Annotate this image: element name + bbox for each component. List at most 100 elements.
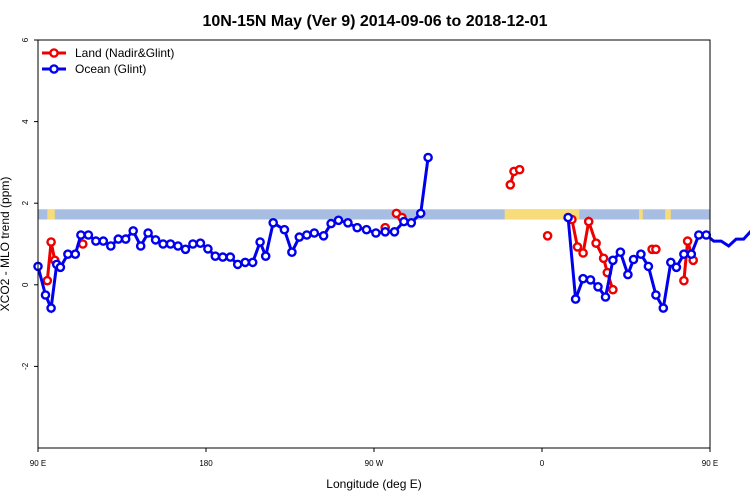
data-point — [326, 218, 336, 229]
data-point — [505, 179, 516, 190]
data-point — [232, 259, 243, 270]
data-point — [598, 253, 609, 264]
legend-swatch-marker — [49, 64, 59, 74]
y-axis: -2 0 2 4 6 — [21, 37, 38, 370]
data-point — [679, 275, 689, 286]
data-point — [514, 164, 525, 175]
y-tick-label: -2 — [21, 362, 30, 370]
data-point — [636, 249, 646, 259]
data-point — [135, 241, 146, 251]
data-point — [651, 244, 661, 255]
data-point — [679, 249, 689, 259]
data-point — [301, 230, 312, 240]
data-point — [623, 269, 633, 280]
data-point — [91, 236, 101, 246]
data-point — [55, 262, 66, 273]
data-point — [70, 249, 81, 259]
x-tick-label: 180 — [199, 459, 213, 468]
data-point — [217, 252, 228, 262]
y-tick-label: 4 — [21, 119, 30, 124]
data-point — [570, 294, 581, 304]
ocean-band — [38, 209, 710, 220]
x-axis-label: Longitude (deg E) — [326, 477, 421, 491]
x-tick-label: 90 E — [702, 459, 718, 468]
data-point — [42, 275, 53, 286]
data-point — [399, 216, 409, 227]
data-point — [600, 292, 611, 302]
legend-swatch-marker — [49, 48, 59, 58]
data-point — [294, 232, 305, 242]
data-point — [128, 226, 138, 236]
data-point — [682, 236, 693, 246]
x-tick-label: 0 — [540, 459, 545, 468]
data-point — [98, 236, 109, 246]
data-point — [361, 224, 372, 235]
data-point — [608, 284, 618, 295]
data-point — [542, 230, 553, 241]
land-band-segment — [665, 209, 671, 220]
data-point — [318, 230, 329, 241]
data-point — [279, 224, 290, 235]
data-point — [173, 241, 183, 251]
data-point — [113, 234, 124, 244]
data-point — [585, 275, 596, 285]
data-point — [608, 255, 618, 266]
data-point — [423, 152, 433, 163]
land-band-segment — [639, 209, 643, 220]
y-axis-label: XCO2 - MLO trend (ppm) — [0, 177, 12, 312]
data-point — [686, 249, 697, 259]
data-point — [333, 215, 344, 226]
data-point — [106, 241, 116, 251]
series-ocean — [33, 152, 750, 314]
data-point — [615, 247, 626, 257]
legend: Land (Nadir&Glint) Ocean (Glint) — [42, 46, 174, 76]
data-point — [406, 217, 417, 228]
data-point — [671, 262, 682, 273]
y-tick-label: 2 — [21, 200, 30, 205]
data-point — [268, 217, 279, 228]
land-ocean-band — [38, 209, 710, 220]
data-point — [666, 257, 676, 268]
data-point — [225, 252, 236, 262]
data-point — [578, 248, 588, 258]
data-point — [195, 238, 206, 248]
chart-title: 10N-15N May (Ver 9) 2014-09-06 to 2018-1… — [202, 13, 547, 30]
data-point — [651, 290, 661, 300]
data-point — [572, 242, 583, 252]
y-tick-label: 0 — [21, 282, 30, 287]
x-axis: 90 E 180 90 W 0 90 E — [30, 448, 718, 468]
data-point — [371, 228, 381, 238]
data-point — [63, 249, 73, 259]
data-point — [563, 212, 573, 223]
data-point — [701, 230, 712, 240]
x-tick-label: 90 W — [365, 459, 384, 468]
data-point — [309, 228, 320, 238]
data-point — [260, 251, 271, 262]
data-point — [240, 257, 250, 268]
data-point — [143, 228, 153, 238]
land-band-segment — [47, 209, 55, 220]
data-point — [593, 281, 603, 292]
data-point — [591, 238, 601, 248]
data-point — [415, 208, 426, 219]
data-point — [120, 234, 131, 244]
data-point — [287, 247, 297, 257]
data-point — [694, 230, 704, 240]
data-point — [343, 217, 353, 228]
data-point — [46, 237, 56, 247]
data-point — [352, 222, 363, 233]
data-point — [165, 239, 176, 249]
legend-label: Land (Nadir&Glint) — [75, 46, 174, 60]
data-point — [247, 257, 258, 268]
data-point — [210, 251, 221, 262]
y-tick-label: 6 — [21, 37, 30, 42]
data-point — [643, 261, 654, 272]
data-point — [180, 244, 191, 255]
data-point — [46, 303, 56, 313]
data-point — [40, 290, 51, 300]
x-tick-label: 90 E — [30, 459, 46, 468]
data-point — [389, 226, 400, 237]
legend-label: Ocean (Glint) — [75, 62, 146, 76]
land-band-segment — [504, 209, 580, 220]
data-point — [380, 226, 391, 237]
